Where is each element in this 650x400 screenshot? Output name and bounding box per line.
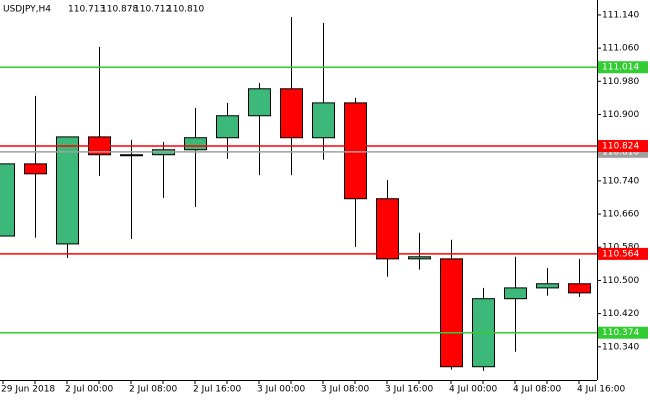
y-tick-label: 111.140 [602, 10, 639, 20]
level-label: 110.824 [602, 142, 639, 152]
candle-body [312, 102, 335, 139]
candle-body [504, 287, 527, 300]
candle-body [408, 256, 431, 260]
level-label: 110.564 [602, 249, 639, 259]
quote-value: 110.713 [68, 5, 105, 15]
y-tick-label: 111.060 [602, 44, 639, 54]
chart-title: USDJPY,H4 [3, 5, 51, 15]
level-tag [598, 61, 648, 74]
candle-body [280, 88, 303, 139]
level-label: 110.810 [602, 147, 639, 157]
y-tick-label: 110.980 [602, 77, 639, 87]
candle-body [56, 136, 79, 245]
x-tick-label: 2 Jul 00:00 [65, 385, 114, 395]
candle-body [536, 283, 559, 289]
level-label: 111.014 [602, 63, 639, 73]
y-tick-label: 110.340 [602, 342, 639, 352]
level-label: 110.374 [602, 328, 639, 338]
y-tick-label: 110.580 [602, 243, 639, 253]
candle-body [376, 198, 399, 260]
level-tag [598, 140, 648, 153]
x-tick-label: 3 Jul 08:00 [321, 385, 370, 395]
y-tick-label: 110.500 [602, 276, 639, 286]
y-tick-label: 110.420 [602, 309, 639, 319]
x-tick-label: 2 Jul 08:00 [129, 385, 178, 395]
candle-body [440, 258, 463, 368]
quote-value: 110.712 [134, 5, 171, 15]
x-tick-label: 29 Jun 2018 [1, 385, 55, 395]
candle-body [248, 88, 271, 117]
candle-body [216, 115, 239, 139]
x-tick-label: 4 Jul 08:00 [513, 385, 562, 395]
y-tick-label: 110.660 [602, 210, 639, 220]
x-tick-label: 4 Jul 00:00 [449, 385, 498, 395]
level-tag [598, 247, 648, 260]
candle-body [120, 154, 143, 157]
quote-value: 110.810 [167, 5, 204, 15]
candle-body [0, 163, 15, 237]
level-tag [598, 326, 648, 339]
x-tick-label: 2 Jul 16:00 [193, 385, 242, 395]
candle-body [568, 283, 591, 294]
x-tick-label: 3 Jul 16:00 [385, 385, 434, 395]
candle-body [344, 102, 367, 200]
y-tick-label: 110.740 [602, 176, 639, 186]
candle-body [184, 137, 207, 151]
x-tick-label: 3 Jul 00:00 [257, 385, 306, 395]
quote-value: 110.878 [101, 5, 138, 15]
x-tick-label: 4 Jul 16:00 [577, 385, 626, 395]
candle-body [24, 163, 47, 175]
y-tick-label: 110.900 [602, 110, 639, 120]
